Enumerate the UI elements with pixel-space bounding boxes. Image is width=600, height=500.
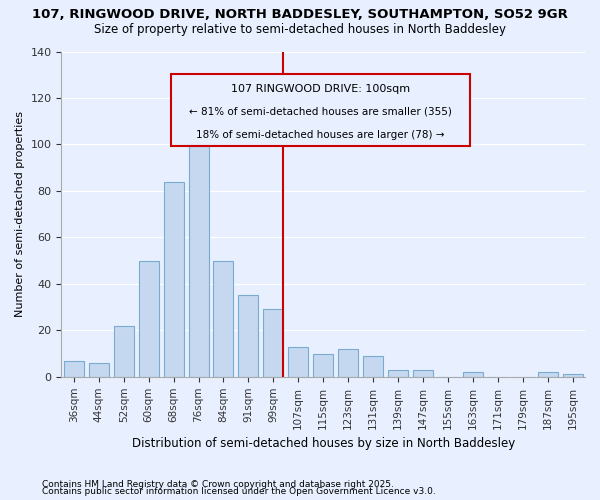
Text: ← 81% of semi-detached houses are smaller (355): ← 81% of semi-detached houses are smalle… [189,107,452,117]
Bar [413,370,433,377]
Bar [139,260,158,377]
Bar [288,346,308,377]
Bar [313,354,333,377]
Bar [164,182,184,377]
Text: Size of property relative to semi-detached houses in North Baddesley: Size of property relative to semi-detach… [94,22,506,36]
Bar [363,356,383,377]
Text: Contains HM Land Registry data © Crown copyright and database right 2025.: Contains HM Land Registry data © Crown c… [42,480,394,489]
Bar [388,370,408,377]
Bar [338,349,358,377]
Bar [238,296,259,377]
Bar [188,135,209,377]
X-axis label: Distribution of semi-detached houses by size in North Baddesley: Distribution of semi-detached houses by … [131,437,515,450]
Bar [89,363,109,377]
Bar [538,372,557,377]
Bar [114,326,134,377]
Bar [214,260,233,377]
Bar [64,360,84,377]
Bar [563,374,583,377]
Bar [463,372,483,377]
Text: 107 RINGWOOD DRIVE: 100sqm: 107 RINGWOOD DRIVE: 100sqm [231,84,410,94]
FancyBboxPatch shape [172,74,470,146]
Text: 107, RINGWOOD DRIVE, NORTH BADDESLEY, SOUTHAMPTON, SO52 9GR: 107, RINGWOOD DRIVE, NORTH BADDESLEY, SO… [32,8,568,20]
Text: Contains public sector information licensed under the Open Government Licence v3: Contains public sector information licen… [42,488,436,496]
Y-axis label: Number of semi-detached properties: Number of semi-detached properties [15,111,25,317]
Text: 18% of semi-detached houses are larger (78) →: 18% of semi-detached houses are larger (… [196,130,445,140]
Bar [263,310,283,377]
